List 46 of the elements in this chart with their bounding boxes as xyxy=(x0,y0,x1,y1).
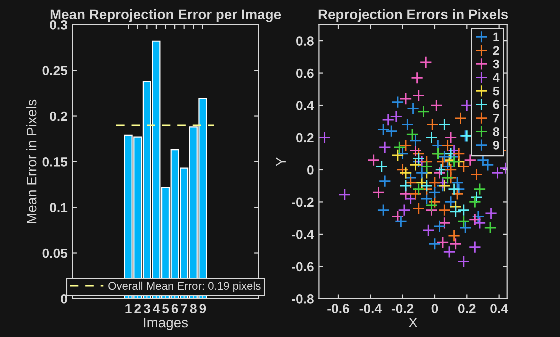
x-tick-label: 0 xyxy=(432,304,438,314)
x-tick-label: 6 xyxy=(172,304,178,314)
x-tick-label: 3 xyxy=(144,304,150,314)
x-tick-label: 1 xyxy=(126,304,132,314)
x-tick-label: -0.4 xyxy=(360,304,382,314)
y-tick-label: 0.2 xyxy=(296,133,314,143)
x-tick-label: -0.2 xyxy=(392,304,414,314)
y-tick-label: -0.8 xyxy=(292,294,314,304)
x-tick-label: 9 xyxy=(200,304,206,314)
legend-label: 9 xyxy=(493,140,500,150)
y-axis-title: Mean Error in Pixels xyxy=(26,100,37,224)
y-tick-label: 0.6 xyxy=(296,68,314,78)
x-tick-label: -0.6 xyxy=(328,304,350,314)
y-tick-label: -0.4 xyxy=(292,230,314,240)
legend-label: 5 xyxy=(493,87,500,96)
legend-label: 6 xyxy=(493,100,500,110)
x-axis-title: X xyxy=(408,318,418,328)
legend-label: 3 xyxy=(493,60,500,69)
legend-label: 4 xyxy=(493,73,500,82)
x-tick-label: 0.4 xyxy=(490,304,508,314)
y-tick-label: 0 xyxy=(308,166,314,175)
x-tick-label: 8 xyxy=(190,304,197,314)
legend-label: 2 xyxy=(493,46,500,56)
chart-title: Reprojection Errors in Pixels xyxy=(318,9,508,22)
x-tick-label: 2 xyxy=(134,304,142,314)
y-tick-label: 0.05 xyxy=(42,248,68,258)
x-tick-label: 7 xyxy=(181,304,188,314)
y-tick-label: 0.4 xyxy=(296,101,314,110)
legend-label: Overall Mean Error: 0.19 pixels xyxy=(108,282,261,292)
x-tick-label: 0.2 xyxy=(458,304,476,314)
x-axis-title: Images xyxy=(144,318,188,330)
y-tick-label: 0.3 xyxy=(50,20,68,30)
y-axis-title: Y xyxy=(276,158,286,166)
y-tick-label: 0.2 xyxy=(50,112,68,122)
y-tick-label: 0.8 xyxy=(296,36,314,46)
y-tick-label: -0.6 xyxy=(292,262,314,272)
legend-label: 8 xyxy=(493,127,500,136)
y-tick-label: 0.1 xyxy=(50,203,68,213)
y-tick-label: 0 xyxy=(61,294,68,304)
y-tick-label: 0.15 xyxy=(42,157,68,167)
x-tick-label: 4 xyxy=(152,304,160,314)
legend-label: 1 xyxy=(494,32,500,42)
x-tick-label: 5 xyxy=(162,304,170,314)
y-tick-label: 0.25 xyxy=(42,66,68,76)
y-tick-label: -0.2 xyxy=(292,198,314,208)
legend-label: 7 xyxy=(493,114,500,123)
